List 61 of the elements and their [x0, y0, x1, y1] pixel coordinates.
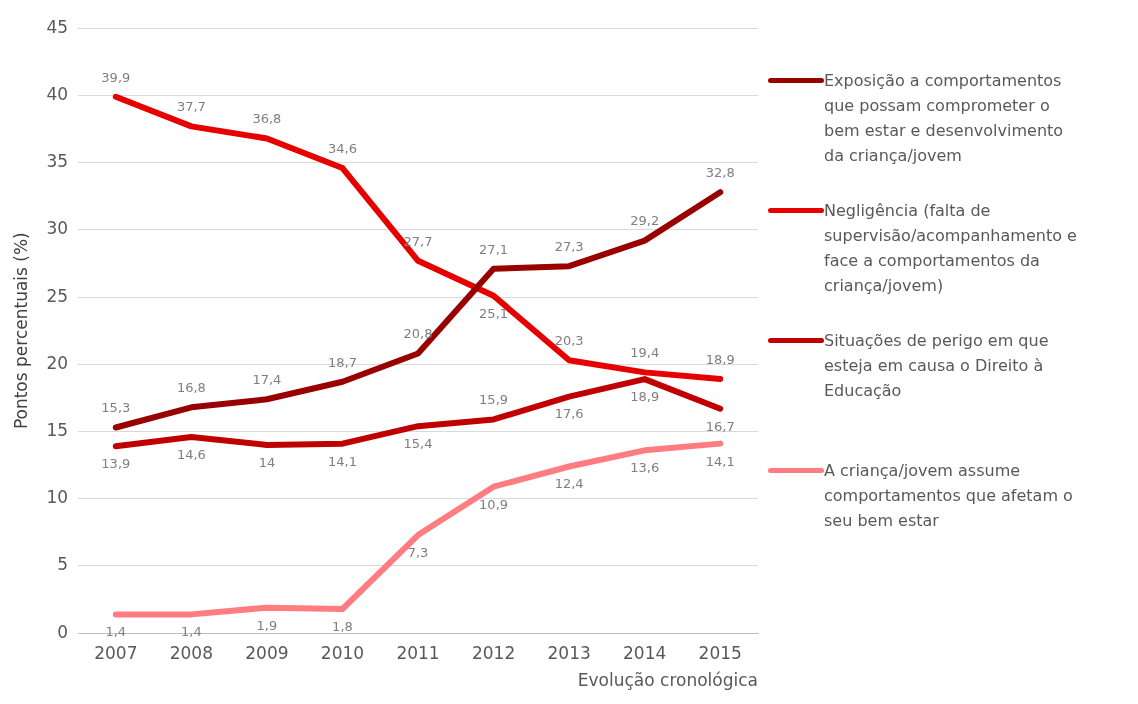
- data-label: 37,7: [176, 99, 206, 115]
- x-tick-label: 2009: [245, 642, 289, 663]
- y-tick-label: 5: [57, 554, 69, 575]
- legend-label: Situações de perigo em que esteja em causa o Direito à Educação: [824, 330, 1050, 402]
- legend-label: Exposição a comportamentos que possam comprometer o bem estar e desenvolvimento da criança/jovem: [824, 70, 1065, 167]
- x-tick-label: 2010: [320, 642, 365, 663]
- data-label: 10,9: [479, 496, 509, 512]
- data-label: 1,4: [105, 624, 127, 640]
- legend-label: A criança/jovem assume comportamentos que afetam o seu bem estar: [824, 460, 1074, 532]
- x-tick-label: 2011: [396, 642, 440, 663]
- x-tick-label: 2013: [547, 642, 591, 663]
- data-label: 1,4: [181, 624, 202, 640]
- y-tick-label: 15: [46, 419, 69, 440]
- data-label: 15,3: [101, 400, 131, 416]
- data-label: 15,4: [403, 436, 433, 452]
- data-label: 39,9: [101, 69, 131, 85]
- data-label: 27,1: [479, 241, 509, 257]
- x-axis-title: Evolução cronológica: [577, 670, 758, 691]
- x-tick-label: 2007: [94, 642, 138, 663]
- data-label: 16,8: [176, 380, 206, 396]
- data-label: 36,8: [252, 111, 282, 127]
- y-axis-title: Pontos percentuais (%): [10, 232, 31, 430]
- data-label: 1,9: [256, 617, 278, 633]
- data-label: 29,2: [630, 213, 660, 229]
- y-tick-label: 45: [46, 16, 69, 37]
- y-tick-label: 35: [46, 151, 69, 172]
- x-tick-label: 2008: [169, 642, 213, 663]
- data-label: 1,8: [332, 618, 353, 634]
- data-label: 7,3: [407, 544, 429, 560]
- data-label: 18,7: [327, 354, 357, 370]
- data-label: 13,6: [630, 460, 660, 476]
- data-label: 15,9: [479, 392, 509, 408]
- data-label: 20,8: [403, 326, 433, 342]
- data-label: 14,1: [327, 453, 357, 469]
- data-label: 20,3: [554, 333, 584, 349]
- y-tick-label: 20: [46, 352, 69, 373]
- x-tick-label: 2014: [623, 642, 667, 663]
- x-tick-label: 2012: [471, 642, 516, 663]
- data-label: 14,1: [705, 453, 735, 469]
- data-label: 12,4: [554, 476, 584, 492]
- data-label: 25,1: [479, 305, 509, 321]
- data-label: 16,7: [705, 418, 735, 434]
- data-label: 14: [258, 454, 276, 470]
- data-label: 32,8: [705, 165, 735, 181]
- data-label: 19,4: [630, 345, 660, 361]
- data-label: 27,3: [554, 239, 584, 255]
- y-tick-label: 40: [46, 83, 69, 104]
- data-label: 34,6: [327, 140, 357, 156]
- y-tick-label: 30: [46, 218, 69, 239]
- y-tick-label: 10: [46, 487, 69, 508]
- x-tick-label: 2015: [698, 642, 742, 663]
- y-tick-label: 25: [46, 285, 69, 306]
- data-label: 14,6: [176, 446, 206, 462]
- legend-label: Negligência (falta de supervisão/acompanhamento e face a comportamentos da criança/jovem): [824, 200, 1078, 297]
- data-label: 27,7: [403, 233, 433, 249]
- data-label: 13,9: [101, 456, 131, 472]
- data-label: 17,6: [554, 406, 584, 422]
- y-tick-label: 0: [57, 621, 69, 642]
- data-label: 17,4: [252, 372, 282, 388]
- data-label: 18,9: [705, 351, 735, 367]
- data-label: 18,9: [630, 388, 660, 404]
